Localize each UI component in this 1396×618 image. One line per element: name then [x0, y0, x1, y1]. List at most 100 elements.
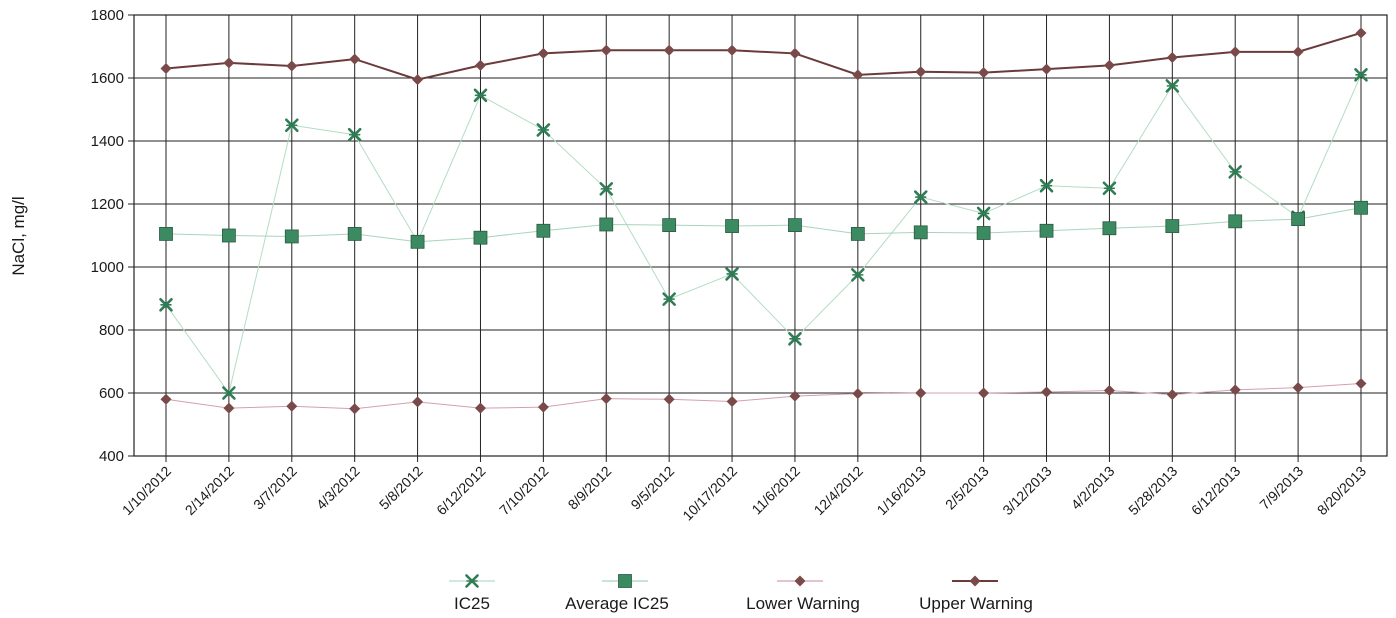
x-tick-label: 7/9/2013 — [1256, 463, 1306, 513]
x-tick-label: 2/14/2012 — [182, 463, 238, 519]
data-point — [850, 227, 865, 241]
data-point — [1102, 221, 1117, 236]
data-point — [1354, 200, 1368, 215]
data-point — [1166, 52, 1178, 64]
data-point — [1229, 46, 1241, 58]
data-point — [976, 206, 991, 221]
y-axis-ticks: 400 600 800 1000 1200 1400 1600 1800 — [91, 7, 134, 465]
x-tick-label: 8/20/2013 — [1314, 463, 1370, 519]
data-point — [913, 225, 928, 240]
x-tick-label: 10/17/2012 — [679, 463, 740, 524]
series-line — [165, 31, 1362, 81]
data-point — [978, 387, 990, 399]
legend-item-lower-warning: Lower Warning — [746, 575, 860, 613]
data-point — [663, 44, 675, 56]
legend-marker — [618, 574, 632, 588]
legend: IC25 Average IC25 Lower Warning Upper Warni… — [449, 574, 1033, 613]
data-point — [726, 396, 738, 408]
data-point — [789, 47, 801, 59]
data-point — [725, 219, 739, 233]
data-point — [349, 53, 361, 65]
data-point — [789, 390, 801, 402]
x-axis-ticks: 1/10/2012 2/14/2012 3/7/2012 4/3/2012 5/8/20… — [119, 456, 1370, 524]
x-tick-label: 2/5/2013 — [942, 463, 992, 513]
data-point — [537, 401, 549, 413]
x-tick-label: 6/12/2012 — [433, 463, 489, 519]
data-point — [1291, 212, 1306, 227]
data-point — [349, 403, 361, 415]
x-tick-label: 4/2/2013 — [1068, 463, 1118, 513]
legend-label: Upper Warning — [919, 594, 1033, 613]
data-point — [851, 268, 865, 282]
data-point — [1292, 382, 1304, 394]
plot-area — [133, 14, 1388, 457]
data-point — [1103, 384, 1115, 396]
data-point — [286, 400, 298, 412]
data-point — [1039, 178, 1054, 193]
y-tick-label: 800 — [99, 322, 124, 339]
data-point — [347, 127, 362, 142]
data-point — [1228, 214, 1243, 229]
data-point — [160, 63, 172, 75]
x-tick-label: 3/7/2012 — [250, 463, 300, 513]
y-tick-label: 1000 — [91, 259, 124, 276]
legend-item-average-ic25: Average IC25 — [565, 574, 669, 613]
data-point — [788, 218, 802, 233]
data-point — [412, 74, 424, 86]
legend-marker — [794, 575, 806, 587]
data-point — [1039, 223, 1054, 238]
data-point — [347, 227, 362, 241]
data-point — [473, 230, 488, 245]
x-tick-label: 9/5/2012 — [627, 463, 677, 513]
legend-item-upper-warning: Upper Warning — [919, 575, 1033, 613]
data-point — [788, 332, 802, 346]
data-point — [1165, 219, 1180, 233]
legend-marker — [969, 575, 981, 587]
series-average-ic25 — [159, 200, 1368, 249]
data-point — [915, 66, 927, 78]
legend-marker — [465, 574, 479, 588]
data-point — [1228, 165, 1243, 179]
legend-label: Lower Warning — [746, 594, 860, 613]
legend-label: Average IC25 — [565, 594, 669, 613]
data-point — [600, 44, 612, 56]
series-group — [159, 27, 1368, 415]
y-tick-label: 1600 — [91, 70, 124, 87]
legend-item-ic25: IC25 — [449, 574, 495, 613]
series-line — [165, 74, 1362, 395]
data-point — [473, 88, 488, 103]
data-point — [1165, 79, 1180, 93]
data-point — [662, 218, 677, 233]
data-point — [474, 402, 486, 414]
data-point — [536, 223, 551, 238]
data-point — [599, 182, 614, 196]
series-line — [165, 207, 1362, 243]
data-point — [600, 393, 612, 405]
data-point — [976, 226, 991, 240]
data-point — [223, 402, 235, 414]
data-point — [1292, 46, 1304, 58]
x-tick-label: 5/8/2012 — [376, 463, 426, 513]
y-tick-label: 600 — [99, 385, 124, 402]
y-tick-label: 1800 — [91, 7, 124, 24]
data-point — [978, 67, 990, 79]
data-point — [1355, 378, 1367, 390]
x-tick-label: 5/28/2013 — [1125, 463, 1181, 519]
data-point — [725, 267, 739, 281]
data-point — [1354, 68, 1368, 82]
legend-label: IC25 — [454, 594, 490, 613]
y-axis-title: NaCl, mg/l — [9, 196, 28, 275]
data-point — [159, 227, 173, 241]
data-point — [159, 297, 173, 312]
data-point — [662, 292, 676, 306]
data-point — [1041, 63, 1053, 75]
x-tick-label: 1/16/2013 — [873, 463, 929, 519]
series-lower-warning — [160, 378, 1367, 415]
data-point — [599, 217, 614, 232]
series-line — [165, 383, 1362, 410]
data-point — [284, 118, 299, 133]
x-tick-label: 1/10/2012 — [119, 463, 175, 519]
x-tick-label: 4/3/2012 — [313, 463, 363, 513]
data-point — [537, 47, 549, 59]
data-point — [160, 393, 172, 405]
